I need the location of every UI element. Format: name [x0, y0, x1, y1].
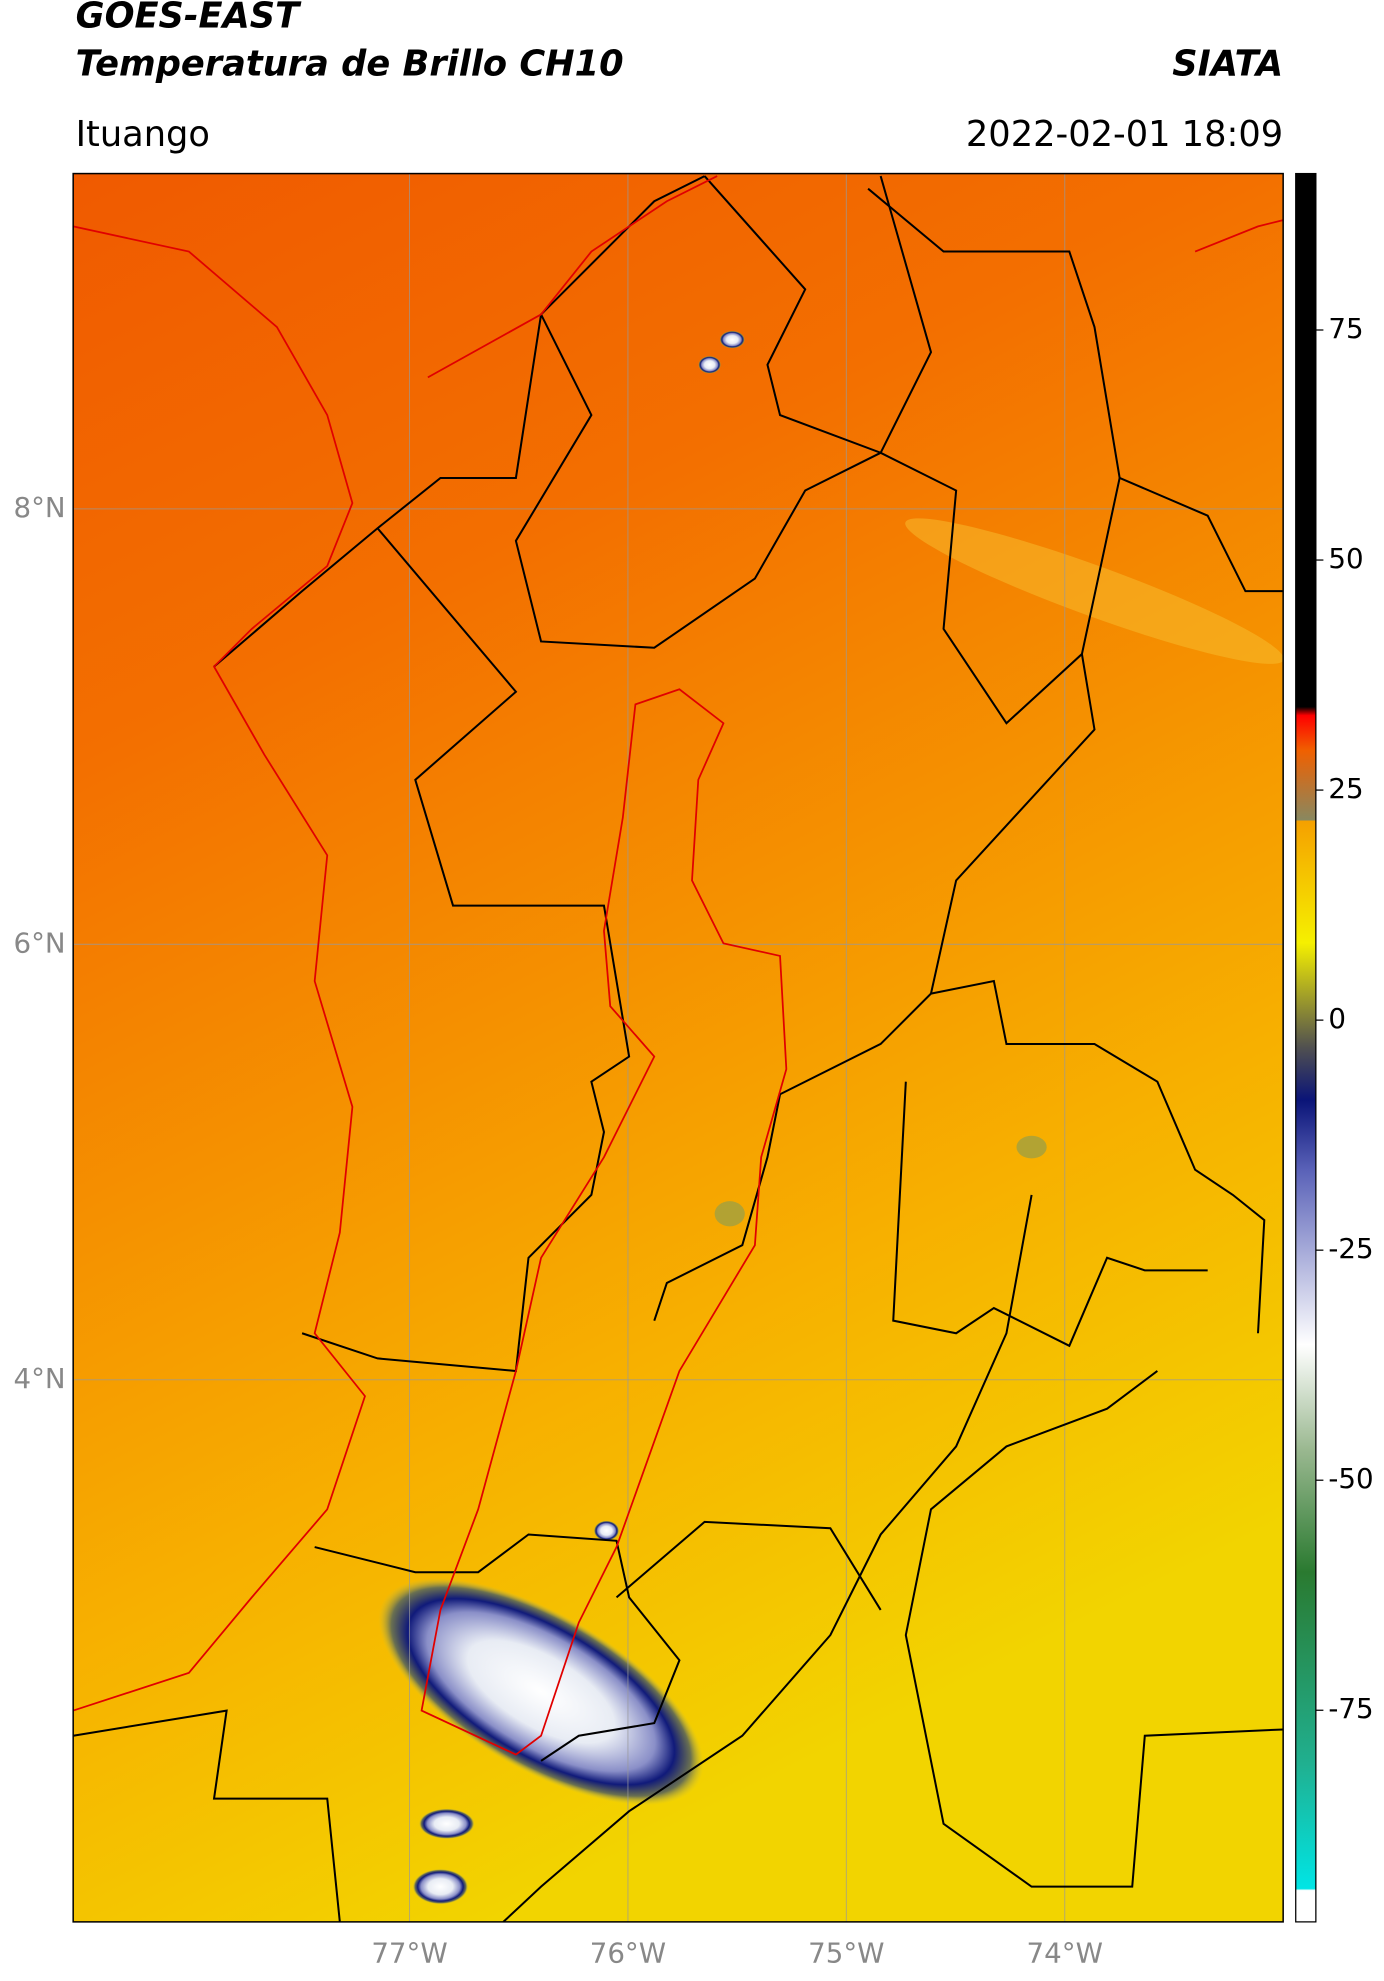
brightness-field	[73, 173, 1284, 1922]
border	[73, 1709, 341, 1922]
border	[213, 175, 706, 668]
coast-and-basin	[73, 175, 1284, 1756]
map	[73, 173, 1284, 1922]
colorbar-tick-label: 25	[1328, 772, 1363, 805]
storm-cell	[714, 1201, 745, 1227]
storm-cell	[378, 1578, 704, 1806]
map-frame	[72, 172, 1284, 1923]
x-tick-label: 74°W	[1027, 1937, 1103, 1970]
border	[867, 187, 1284, 593]
storm-cell	[412, 1869, 469, 1905]
colorbar-tick-label: 0	[1328, 1002, 1346, 1035]
storm-cell	[593, 1520, 620, 1541]
colorbar-tick-label: -25	[1328, 1232, 1373, 1265]
storm-cell	[1016, 1135, 1047, 1159]
timestamp: 2022-02-01 18:09	[966, 114, 1283, 155]
title: GOES-EAST	[76, 0, 302, 37]
border	[514, 313, 1121, 725]
river-basin	[420, 688, 788, 1756]
coastline	[427, 175, 718, 379]
border	[703, 175, 933, 455]
x-tick-label: 75°W	[808, 1937, 884, 1970]
border	[615, 1520, 882, 1611]
border	[904, 1370, 1284, 1888]
border	[930, 979, 1266, 1334]
colorbar-tick-label: 75	[1328, 312, 1363, 345]
colorbar-tick-label: -50	[1328, 1462, 1373, 1495]
x-tick-label: 76°W	[590, 1937, 666, 1970]
location: Ituango	[76, 114, 210, 155]
x-tick-label: 77°W	[371, 1937, 447, 1970]
y-tick-label: 6°N	[14, 926, 66, 959]
border	[653, 653, 1096, 1321]
y-tick-label: 4°N	[14, 1362, 66, 1395]
border	[502, 1194, 1033, 1922]
coastline	[73, 225, 366, 1712]
colorbar	[1295, 172, 1317, 1923]
coastline	[1194, 219, 1284, 253]
subtitle: Temperatura de Brillo CH10	[76, 43, 624, 84]
border	[314, 1533, 681, 1762]
y-tick-label: 8°N	[14, 491, 66, 524]
storm-cell	[698, 355, 721, 374]
source: SIATA	[1172, 43, 1283, 84]
storm-cell	[419, 1808, 475, 1839]
colorbar-tick-label: 50	[1328, 542, 1363, 575]
colorbar-tick-label: -75	[1328, 1692, 1373, 1725]
border	[892, 1081, 1208, 1348]
storm-cell	[719, 330, 745, 349]
